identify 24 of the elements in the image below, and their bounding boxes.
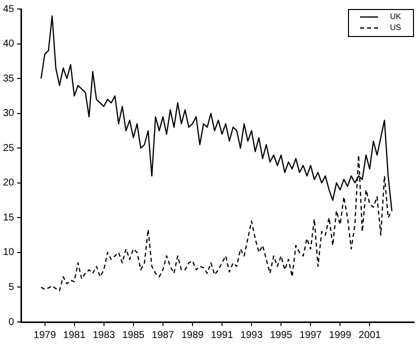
x-tick-label: 1985 — [122, 330, 145, 341]
y-tick-label: 0 — [8, 316, 15, 328]
x-tick-label: 1989 — [181, 330, 204, 341]
y-tick-label: 10 — [3, 247, 15, 258]
x-tick-label: 1993 — [240, 330, 264, 341]
x-tick-label: 2001 — [358, 330, 382, 341]
y-tick-label: 45 — [3, 4, 15, 15]
x-tick-label: 1981 — [63, 330, 86, 341]
x-tick-label: 1995 — [270, 330, 293, 341]
y-tick-label: 30 — [3, 108, 15, 120]
x-tick-label: 1979 — [34, 330, 56, 341]
y-tick-label: 20 — [3, 178, 15, 189]
y-tick-label: 25 — [3, 142, 15, 154]
y-tick-label: 15 — [3, 212, 15, 224]
x-tick-label: 1983 — [92, 330, 116, 341]
legend-label: UK — [390, 12, 402, 22]
x-tick-label: 1999 — [329, 330, 352, 341]
y-tick-label: 40 — [3, 38, 15, 50]
legend-label: US — [390, 23, 402, 32]
x-tick-label: 1987 — [152, 330, 174, 341]
x-tick-label: 1997 — [299, 330, 322, 341]
x-tick-label: 1991 — [210, 330, 234, 341]
y-tick-label: 5 — [8, 282, 15, 293]
y-tick-label: 35 — [3, 73, 15, 84]
